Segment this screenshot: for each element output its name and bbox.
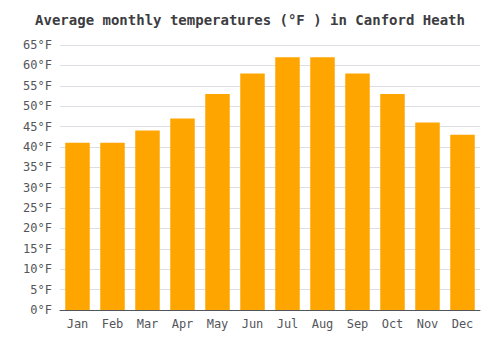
svg-text:0°F: 0°F — [30, 303, 52, 317]
svg-text:Aug: Aug — [312, 317, 334, 331]
svg-text:Oct: Oct — [382, 317, 404, 331]
svg-text:30°F: 30°F — [23, 181, 52, 195]
svg-text:40°F: 40°F — [23, 140, 52, 154]
svg-text:20°F: 20°F — [23, 221, 52, 235]
svg-text:5°F: 5°F — [30, 283, 52, 297]
svg-text:35°F: 35°F — [23, 160, 52, 174]
svg-text:Jun: Jun — [242, 317, 264, 331]
svg-text:25°F: 25°F — [23, 201, 52, 215]
svg-text:Jul: Jul — [277, 317, 299, 331]
svg-text:55°F: 55°F — [23, 79, 52, 93]
svg-text:Jan: Jan — [67, 317, 89, 331]
svg-text:60°F: 60°F — [23, 58, 52, 72]
svg-text:Average monthly temperatures (: Average monthly temperatures (°F ) in Ca… — [35, 12, 465, 28]
svg-text:May: May — [207, 317, 229, 331]
svg-text:65°F: 65°F — [23, 38, 52, 52]
svg-text:45°F: 45°F — [23, 120, 52, 134]
svg-text:Sep: Sep — [347, 317, 369, 331]
svg-text:15°F: 15°F — [23, 242, 52, 256]
svg-text:10°F: 10°F — [23, 262, 52, 276]
svg-text:Feb: Feb — [102, 317, 124, 331]
svg-text:Nov: Nov — [417, 317, 439, 331]
svg-text:Dec: Dec — [452, 317, 474, 331]
svg-text:Apr: Apr — [172, 317, 194, 331]
svg-text:Mar: Mar — [137, 317, 159, 331]
svg-text:50°F: 50°F — [23, 99, 52, 113]
